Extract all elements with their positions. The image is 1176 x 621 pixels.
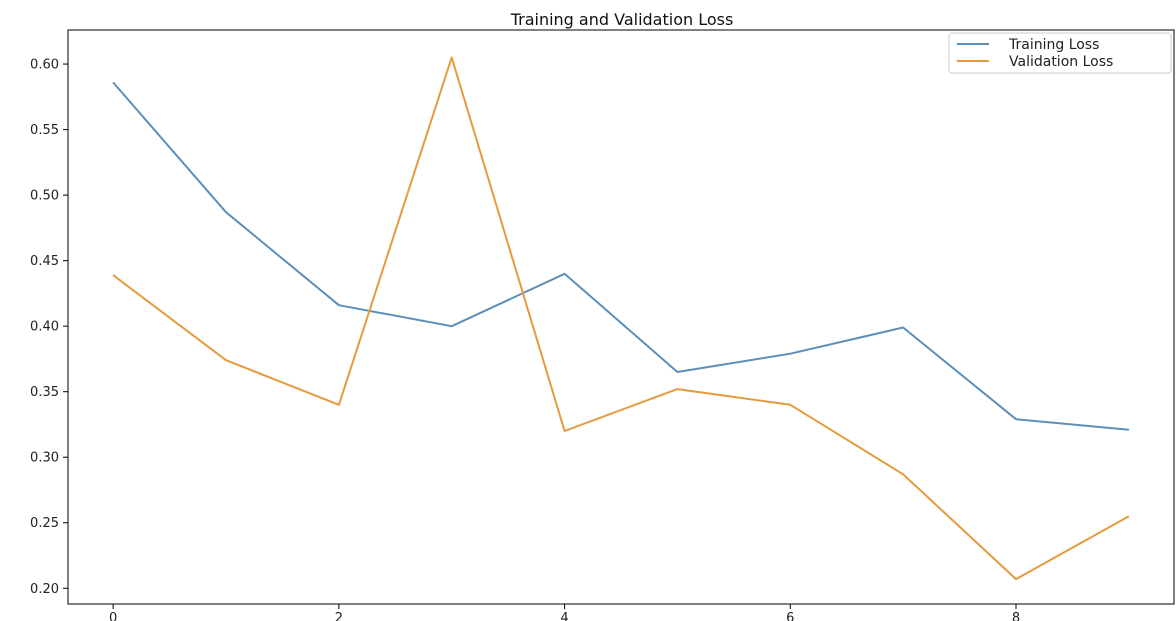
y-tick-label: 0.60 <box>30 58 59 73</box>
legend-label: Validation Loss <box>1009 54 1113 70</box>
y-tick-label: 0.55 <box>30 123 59 138</box>
y-tick-label: 0.40 <box>30 320 59 335</box>
plot-frame <box>67 29 1175 605</box>
axes: 0.20 0.25 0.30 0.35 0.40 0.45 0.50 0.55 0.60 0 2 4 6… <box>30 29 1175 621</box>
y-tick-label: 0.50 <box>30 189 59 204</box>
y-tick-label: 0.25 <box>30 516 59 531</box>
x-tick-label: 0 <box>109 611 117 621</box>
series-line-training-loss <box>112 81 1129 431</box>
x-tick-label: 8 <box>1012 611 1020 621</box>
legend-box <box>948 32 1172 74</box>
x-tick-label: 6 <box>786 611 794 621</box>
y-tick-label: 0.45 <box>30 254 59 269</box>
chart-title: Training and Validation Loss <box>510 10 734 29</box>
y-tick-label: 0.30 <box>30 451 59 466</box>
y-tick-label: 0.20 <box>30 582 59 597</box>
series-lines <box>112 56 1130 581</box>
x-tick-label: 4 <box>560 611 568 621</box>
series-line-validation-loss <box>112 56 1130 581</box>
legend-label: Training Loss <box>1008 37 1099 53</box>
y-tick-label: 0.35 <box>30 385 59 400</box>
x-tick-label: 2 <box>335 611 343 621</box>
